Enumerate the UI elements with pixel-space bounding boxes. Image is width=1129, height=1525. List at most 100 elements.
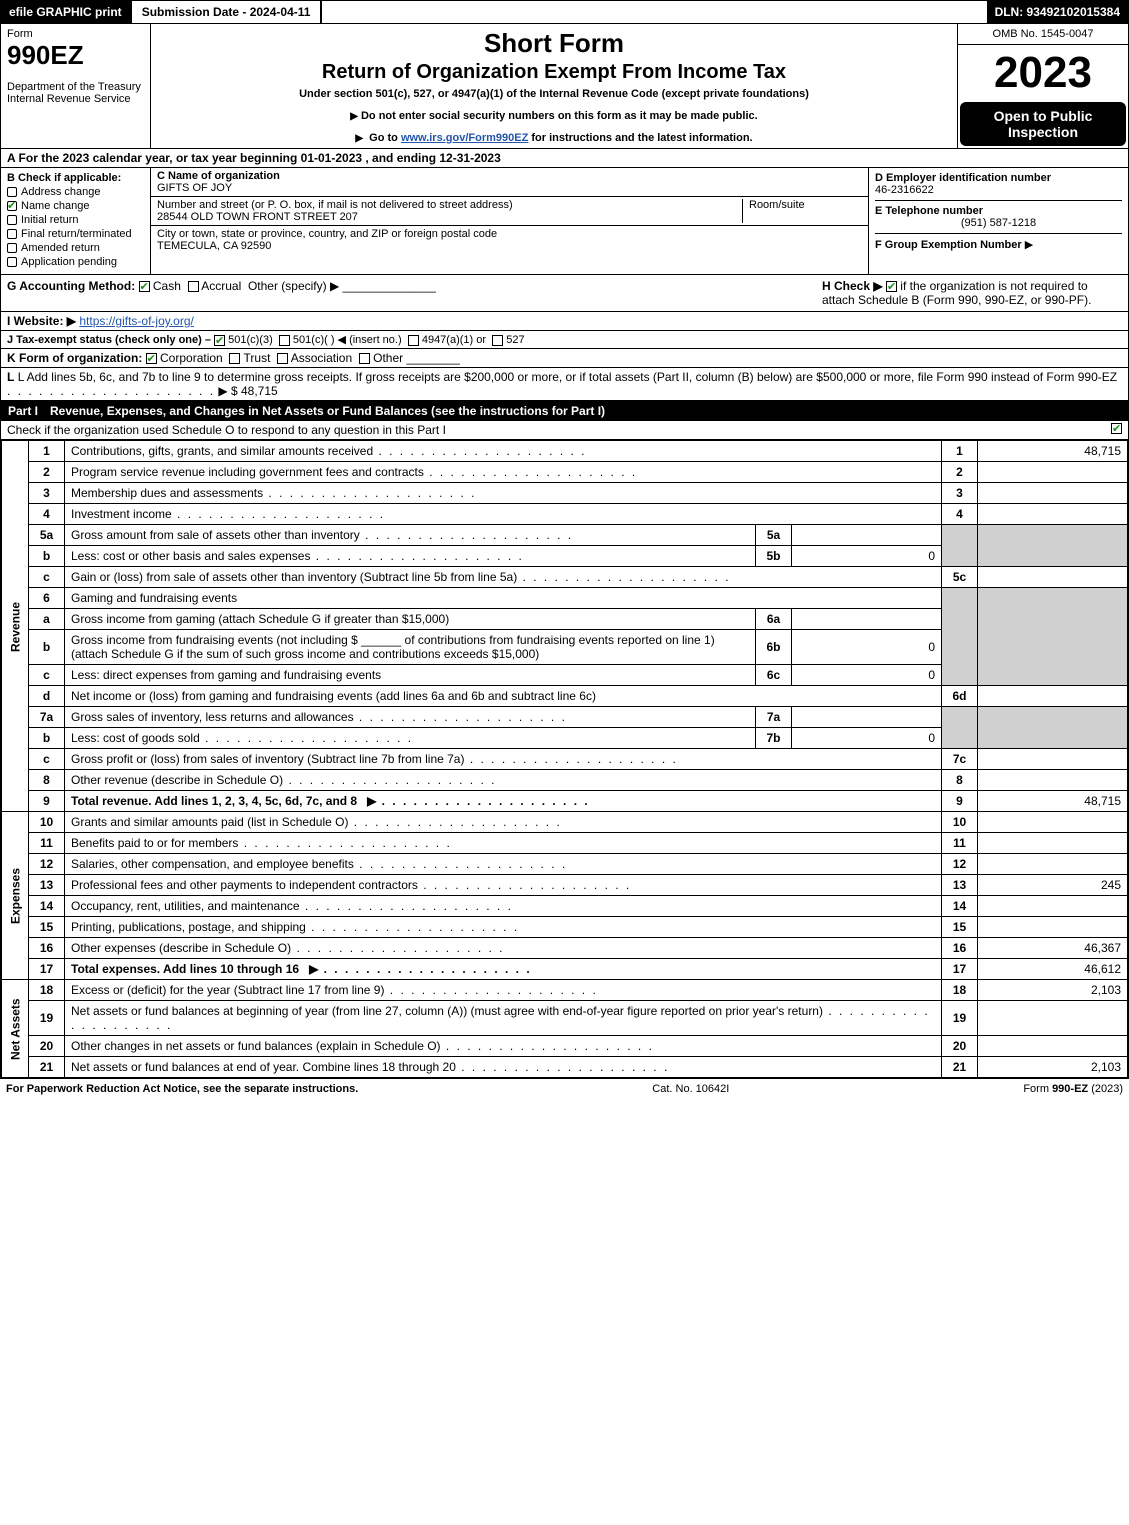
chk-501c[interactable] xyxy=(279,335,290,346)
chk-assoc[interactable] xyxy=(277,353,288,364)
l-text: L Add lines 5b, 6c, and 7b to line 9 to … xyxy=(18,370,1117,384)
c-label: C Name of organization xyxy=(157,170,280,182)
footer-left: For Paperwork Reduction Act Notice, see … xyxy=(6,1083,358,1095)
chk-name[interactable]: Name change xyxy=(7,200,144,212)
row-10: Expenses 10Grants and similar amounts pa… xyxy=(2,812,1128,833)
revenue-vlabel: Revenue xyxy=(2,441,29,812)
chk-part1-scho[interactable] xyxy=(1111,423,1122,434)
chk-pending[interactable]: Application pending xyxy=(7,256,144,268)
topbar: efile GRAPHIC print Submission Date - 20… xyxy=(0,0,1129,24)
chk-accrual[interactable] xyxy=(188,281,199,292)
goto-post: for instructions and the latest informat… xyxy=(531,132,752,144)
col-b: B Check if applicable: Address change Na… xyxy=(1,168,151,274)
part1-check: Check if the organization used Schedule … xyxy=(0,421,1129,440)
row-2: 2Program service revenue including gover… xyxy=(2,462,1128,483)
g-block: G Accounting Method: Cash Accrual Other … xyxy=(7,279,436,307)
row-18: Net Assets 18Excess or (deficit) for the… xyxy=(2,980,1128,1001)
website-link[interactable]: https://gifts-of-joy.org/ xyxy=(79,314,194,328)
omb-number: OMB No. 1545-0047 xyxy=(958,24,1128,45)
e-label: E Telephone number xyxy=(875,200,1122,217)
col-c: C Name of organization GIFTS OF JOY Numb… xyxy=(151,168,868,274)
goto-pre: Go to xyxy=(369,132,401,144)
chk-h[interactable] xyxy=(886,281,897,292)
form-header: Form 990EZ Department of the Treasury In… xyxy=(0,24,1129,149)
lines-table: Revenue 1 Contributions, gifts, grants, … xyxy=(1,440,1128,1078)
under-section: Under section 501(c), 527, or 4947(a)(1)… xyxy=(159,88,949,100)
footer-right: Form 990-EZ (2023) xyxy=(1023,1083,1123,1095)
part1-check-text: Check if the organization used Schedule … xyxy=(7,423,446,437)
row-15: 15Printing, publications, postage, and s… xyxy=(2,917,1128,938)
line-l: L L Add lines 5b, 6c, and 7b to line 9 t… xyxy=(0,368,1129,401)
efile-print[interactable]: efile GRAPHIC print xyxy=(1,1,130,23)
part1-header: Part I Revenue, Expenses, and Changes in… xyxy=(0,401,1129,421)
l-amt-label: ▶ $ xyxy=(218,384,237,398)
part1-title: Revenue, Expenses, and Changes in Net As… xyxy=(50,404,605,418)
expenses-vlabel: Expenses xyxy=(2,812,29,980)
col-d: D Employer identification number 46-2316… xyxy=(868,168,1128,274)
city: TEMECULA, CA 92590 xyxy=(157,240,271,252)
h-label: H Check ▶ xyxy=(822,279,883,293)
line-k: K Form of organization: Corporation Trus… xyxy=(0,349,1129,368)
street-line: Number and street (or P. O. box, if mail… xyxy=(151,197,868,226)
row-1: Revenue 1 Contributions, gifts, grants, … xyxy=(2,441,1128,462)
footer-mid: Cat. No. 10642I xyxy=(652,1083,729,1095)
h-block: H Check ▶ if the organization is not req… xyxy=(822,279,1122,307)
row-21: 21Net assets or fund balances at end of … xyxy=(2,1057,1128,1078)
subtitle: Return of Organization Exempt From Incom… xyxy=(159,61,949,84)
row-13: 13Professional fees and other payments t… xyxy=(2,875,1128,896)
part1-body: Revenue 1 Contributions, gifts, grants, … xyxy=(0,440,1129,1079)
part1-label: Part I xyxy=(8,404,38,418)
chk-527[interactable] xyxy=(492,335,503,346)
row-20: 20Other changes in net assets or fund ba… xyxy=(2,1036,1128,1057)
chk-4947[interactable] xyxy=(408,335,419,346)
netassets-vlabel: Net Assets xyxy=(2,980,29,1078)
footer: For Paperwork Reduction Act Notice, see … xyxy=(0,1079,1129,1099)
form-id-col: Form 990EZ Department of the Treasury In… xyxy=(1,24,151,148)
row-17: 17Total expenses. Add lines 10 through 1… xyxy=(2,959,1128,980)
omb-col: OMB No. 1545-0047 2023 Open to Public In… xyxy=(958,24,1128,148)
row-5c: cGain or (loss) from sale of assets othe… xyxy=(2,567,1128,588)
chk-other[interactable] xyxy=(359,353,370,364)
row-9: 9Total revenue. Add lines 1, 2, 3, 4, 5c… xyxy=(2,791,1128,812)
form-number: 990EZ xyxy=(7,40,144,71)
chk-cash[interactable] xyxy=(139,281,150,292)
row-12: 12Salaries, other compensation, and empl… xyxy=(2,854,1128,875)
form-label: Form xyxy=(7,28,144,40)
title: Short Form xyxy=(159,28,949,59)
f-line: F Group Exemption Number ▶ xyxy=(875,233,1122,251)
chk-initial[interactable]: Initial return xyxy=(7,214,144,226)
city-line: City or town, state or province, country… xyxy=(151,226,868,254)
ssn-warning: Do not enter social security numbers on … xyxy=(159,110,949,122)
goto-line: Go to www.irs.gov/Form990EZ for instruct… xyxy=(159,132,949,144)
submission-date: Submission Date - 2024-04-11 xyxy=(130,1,323,23)
section-bcd: B Check if applicable: Address change Na… xyxy=(0,168,1129,275)
section-gh: G Accounting Method: Cash Accrual Other … xyxy=(0,275,1129,312)
row-6: 6Gaming and fundraising events xyxy=(2,588,1128,609)
street-label: Number and street (or P. O. box, if mail… xyxy=(157,199,513,211)
phone: (951) 587-1218 xyxy=(875,217,1122,229)
i-label: I Website: ▶ xyxy=(7,314,76,328)
chk-final[interactable]: Final return/terminated xyxy=(7,228,144,240)
row-6d: dNet income or (loss) from gaming and fu… xyxy=(2,686,1128,707)
chk-amended[interactable]: Amended return xyxy=(7,242,144,254)
street: 28544 OLD TOWN FRONT STREET 207 xyxy=(157,211,358,223)
row-3: 3Membership dues and assessments3 xyxy=(2,483,1128,504)
row-19: 19Net assets or fund balances at beginni… xyxy=(2,1001,1128,1036)
l-amt: 48,715 xyxy=(241,384,278,398)
line-i: I Website: ▶ https://gifts-of-joy.org/ xyxy=(0,312,1129,331)
k-label: K Form of organization: xyxy=(7,351,142,365)
row-5a: 5aGross amount from sale of assets other… xyxy=(2,525,1128,546)
org-name: GIFTS OF JOY xyxy=(157,182,232,194)
row-8: 8Other revenue (describe in Schedule O)8 xyxy=(2,770,1128,791)
chk-corp[interactable] xyxy=(146,353,157,364)
chk-address[interactable]: Address change xyxy=(7,186,144,198)
chk-trust[interactable] xyxy=(229,353,240,364)
line-a: A For the 2023 calendar year, or tax yea… xyxy=(0,149,1129,168)
row-11: 11Benefits paid to or for members11 xyxy=(2,833,1128,854)
g-label: G Accounting Method: xyxy=(7,279,135,293)
row-16: 16Other expenses (describe in Schedule O… xyxy=(2,938,1128,959)
tax-year: 2023 xyxy=(958,45,1128,100)
chk-501c3[interactable] xyxy=(214,335,225,346)
b-label: B Check if applicable: xyxy=(7,172,144,184)
goto-link[interactable]: www.irs.gov/Form990EZ xyxy=(401,132,528,144)
